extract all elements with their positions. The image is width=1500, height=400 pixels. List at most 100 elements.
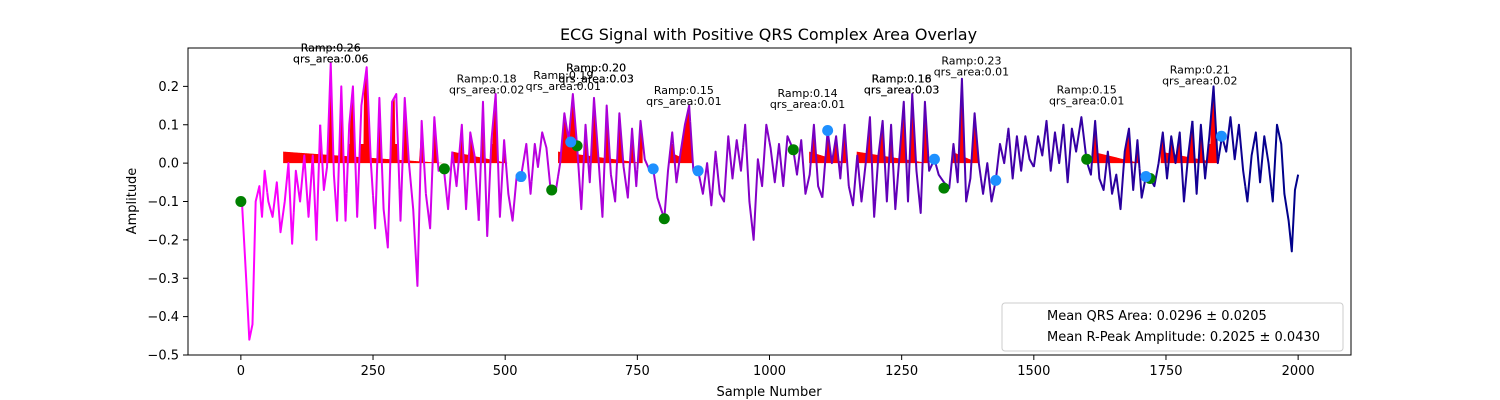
ecg-signal-segment <box>1085 119 1115 195</box>
ecg-signal-segment <box>979 137 1009 203</box>
peak-annotation: Ramp:0.19 <box>533 69 593 82</box>
peak-annotation: Ramp:0.15 <box>1057 83 1117 96</box>
y-tick-label: −0.3 <box>147 272 179 287</box>
qrs-offset-marker <box>515 171 527 183</box>
peak-annotation: Ramp:0.18 <box>872 72 932 85</box>
qrs-onset-marker <box>235 196 247 207</box>
x-tick-label: 1000 <box>753 364 786 379</box>
ecg-signal-segment <box>240 169 269 341</box>
ecg-signal-segment <box>715 135 745 203</box>
ecg-signal-segment <box>1244 131 1273 203</box>
peak-annotation: qrs_area:0.03 <box>864 83 939 96</box>
peak-annotation: qrs_area:0.03 <box>558 73 633 86</box>
peak-annotation: qrs_area:0.03 <box>864 83 939 96</box>
legend-entry-mean-r-peak-amplitude: Mean R-Peak Amplitude: 0.2025 ± 0.0430 <box>1047 330 1320 345</box>
x-tick-label: 2000 <box>1282 364 1315 379</box>
peak-annotation: Ramp:0.23 <box>941 55 1001 68</box>
x-tick-label: 250 <box>361 364 386 379</box>
qrs-offset-marker <box>822 125 834 137</box>
ecg-signal-segment <box>794 123 824 199</box>
legend-entry-mean-qrs-area: Mean QRS Area: 0.0296 ± 0.0205 <box>1047 309 1267 324</box>
peak-annotation: qrs_area:0.06 <box>293 53 368 66</box>
qrs-area-fill <box>452 94 508 164</box>
peak-annotation: Ramp:0.15 <box>654 84 714 97</box>
y-tick-label: 0.2 <box>158 80 179 95</box>
peak-annotation: qrs_area:0.02 <box>1162 74 1237 87</box>
y-tick-label: 0.0 <box>158 157 179 172</box>
ecg-signal-segment <box>451 123 480 221</box>
ecg-signal-segment <box>953 77 982 203</box>
peak-annotation: Ramp:0.14 <box>778 87 838 100</box>
plot-area: Ramp:0.26qrs_area:0.06Ramp:0.26qrs_area:… <box>235 42 1300 341</box>
ecg-signal-segment <box>847 116 877 218</box>
peak-annotation: Ramp:0.16 <box>872 72 932 85</box>
y-tick-label: −0.4 <box>147 310 179 325</box>
x-tick-label: 0 <box>237 364 245 379</box>
peak-annotation: qrs_area:0.01 <box>1049 94 1124 107</box>
x-tick-label: 1750 <box>1149 364 1182 379</box>
qrs-offset-marker <box>928 153 940 165</box>
ecg-signal-segment <box>900 93 930 215</box>
ecg-signal-segment <box>424 116 454 230</box>
qrs-offset-marker <box>1140 171 1152 183</box>
peak-annotation: Ramp:0.20 <box>566 62 626 75</box>
ecg-signal-segment <box>1059 116 1088 184</box>
y-tick-label: 0.1 <box>158 118 179 133</box>
annotation-layer: Ramp:0.26qrs_area:0.06Ramp:0.26qrs_area:… <box>293 42 1238 112</box>
ecg-signal-segment <box>398 96 427 287</box>
qrs-onset-marker <box>938 182 950 194</box>
ecg-signal-segment <box>927 142 956 190</box>
ecg-signal-segment <box>1032 119 1062 172</box>
qrs-offset-marker <box>1215 130 1227 142</box>
ecg-signal-segment <box>557 93 586 211</box>
legend: Mean QRS Area: 0.0296 ± 0.0205 Mean R-Pe… <box>1001 302 1344 352</box>
x-tick-label: 1250 <box>885 364 918 379</box>
y-axis-label: Amplitude <box>125 168 140 235</box>
peak-annotation: qrs_area:0.01 <box>934 66 1009 79</box>
qrs-onset-marker <box>787 144 799 156</box>
qrs-offset-marker <box>692 165 704 177</box>
qrs-onset-marker <box>1081 153 1093 165</box>
peak-annotation: Ramp:0.18 <box>457 72 517 85</box>
legend-box <box>1001 302 1344 352</box>
peak-annotation: qrs_area:0.01 <box>526 80 601 93</box>
peak-annotation: qrs_area:0.03 <box>558 73 633 86</box>
qrs-onset-marker <box>658 213 670 225</box>
y-tick-label: −0.1 <box>147 195 179 210</box>
x-tick-label: 500 <box>493 364 518 379</box>
ecg-signal-segment <box>662 104 692 220</box>
ecg-signal-segment <box>1006 127 1035 180</box>
x-axis-label: Sample Number <box>716 385 822 400</box>
ecg-signal-segment <box>609 112 639 203</box>
qrs-offset-marker <box>565 136 577 148</box>
ecg-signal-segment <box>372 93 401 249</box>
peak-annotation: qrs_area:0.02 <box>449 83 524 96</box>
peak-annotation: qrs_area:0.01 <box>770 98 845 111</box>
peak-annotation: Ramp:0.21 <box>1170 63 1230 76</box>
qrs-area-fill <box>1091 120 1140 164</box>
qrs-offset-marker <box>990 174 1002 186</box>
x-tick-label: 1500 <box>1017 364 1050 379</box>
peak-annotation: Ramp:0.20 <box>566 62 626 75</box>
chart-title: ECG Signal with Positive QRS Complex Are… <box>560 25 977 44</box>
y-tick-label: −0.5 <box>147 349 179 364</box>
peak-annotation: qrs_area:0.01 <box>646 95 721 108</box>
y-tick-label: −0.2 <box>147 233 179 248</box>
qrs-offset-marker <box>647 163 659 175</box>
ecg-signal-segment <box>874 119 903 211</box>
x-tick-label: 750 <box>625 364 650 379</box>
peak-annotation: qrs_area:0.06 <box>293 53 368 66</box>
ecg-signal-segment <box>1270 123 1300 253</box>
ecg-signal-segment <box>292 124 322 241</box>
marker-layer <box>235 125 1227 225</box>
ecg-signal-segment <box>477 93 507 238</box>
ecg-signal-segment <box>345 66 375 218</box>
ecg-signal-segment <box>1164 120 1194 203</box>
ecg-signal-segment <box>1112 127 1141 211</box>
qrs-onset-marker <box>546 184 558 196</box>
x-axis-ticks: 0 250 500 750 1000 1250 1500 1750 2000 <box>237 355 1315 379</box>
ecg-signal-segment <box>583 96 612 218</box>
ecg-signal-segment <box>1191 85 1220 195</box>
qrs-onset-marker <box>438 163 450 175</box>
ecg-signal-line <box>240 62 1300 341</box>
